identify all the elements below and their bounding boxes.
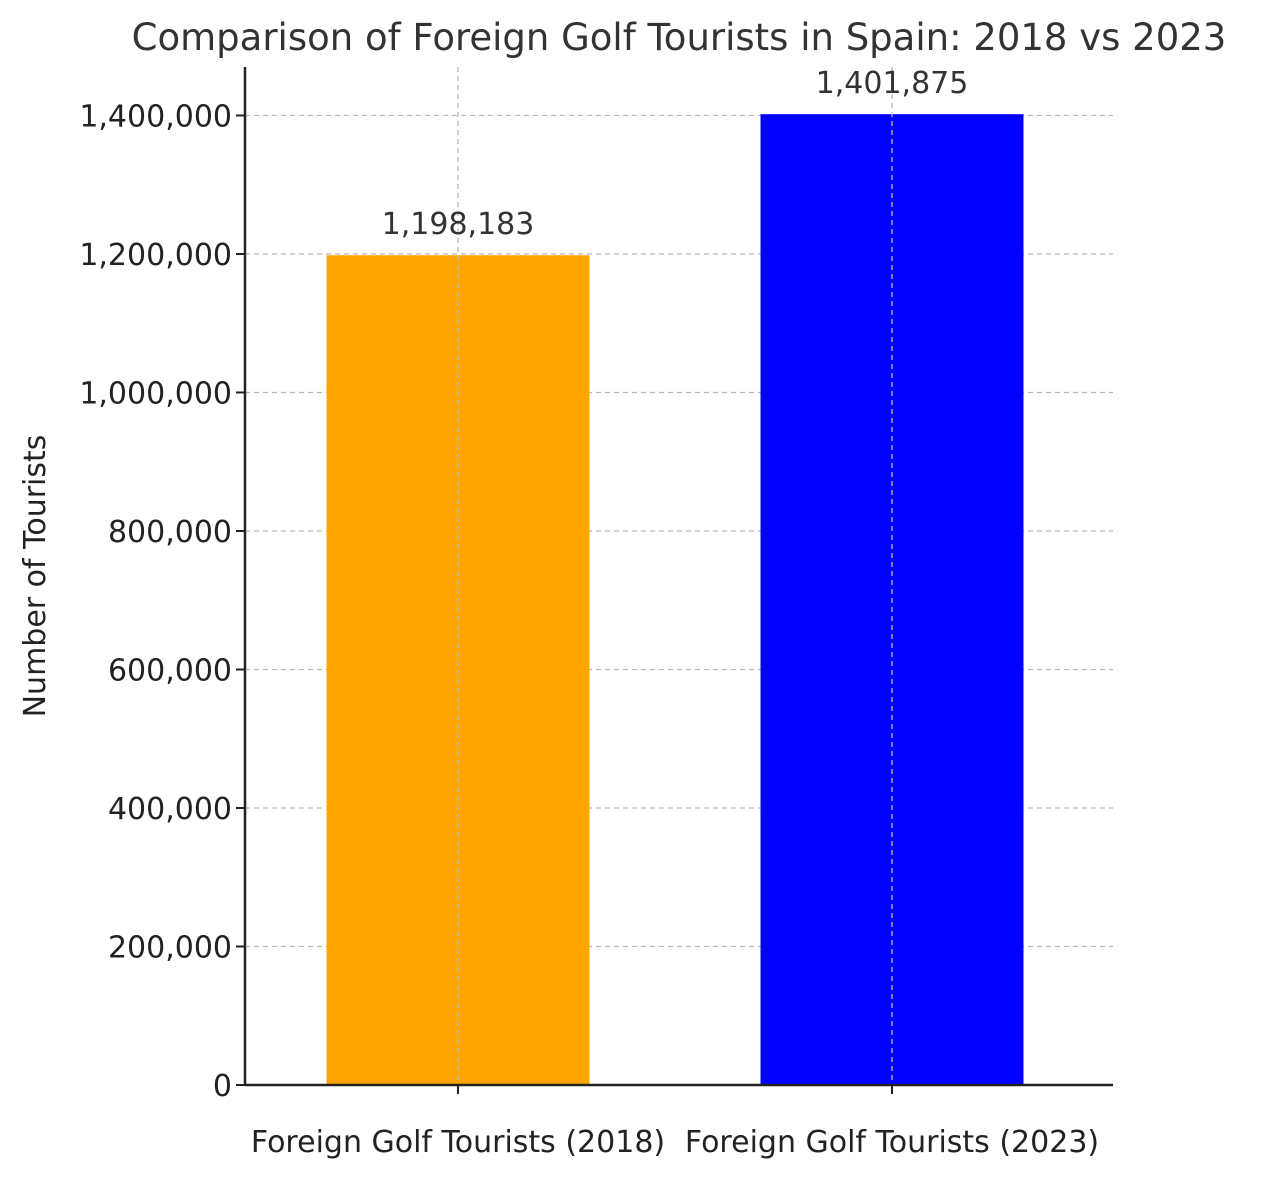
x-tick-label: Foreign Golf Tourists (2018) (251, 1125, 665, 1160)
axes (243, 67, 1113, 1087)
x-grid-lines (457, 67, 893, 1085)
y-tick-label: 1,400,000 (79, 99, 232, 134)
bars (326, 114, 1024, 1085)
chart-title: Comparison of Foreign Golf Tourists in S… (132, 16, 1227, 59)
y-tick-label: 1,000,000 (79, 376, 232, 411)
y-tick-label: 200,000 (108, 930, 232, 965)
x-tick-label: Foreign Golf Tourists (2023) (685, 1125, 1099, 1160)
x-ticks: Foreign Golf Tourists (2018) Foreign Golf… (251, 1085, 1099, 1160)
y-tick-label: 400,000 (108, 792, 232, 827)
y-axis-label: Number of Tourists (18, 435, 53, 718)
y-tick-label: 800,000 (108, 515, 232, 550)
y-tick-label: 1,200,000 (79, 238, 232, 273)
y-tick-label: 0 (213, 1069, 232, 1104)
data-label: 1,198,183 (382, 207, 535, 242)
data-label: 1,401,875 (816, 66, 969, 101)
y-tick-label: 600,000 (108, 653, 232, 688)
data-labels: 1,198,183 1,401,875 (382, 66, 969, 242)
y-ticks: 0 200,000 400,000 600,000 800,000 1,000,000 1,… (79, 99, 245, 1104)
